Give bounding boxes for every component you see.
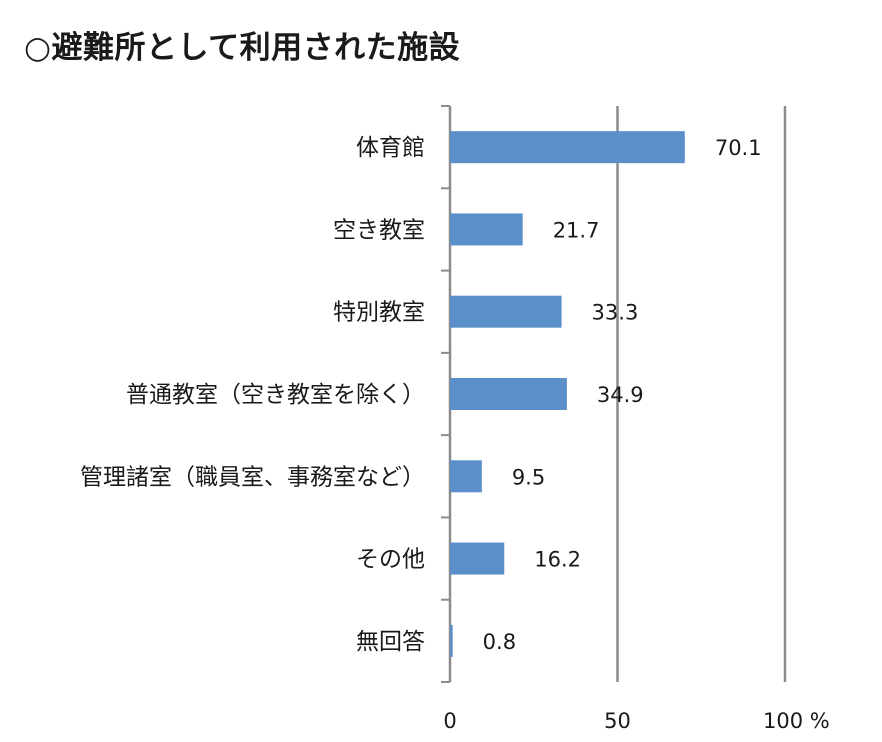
bar <box>450 213 523 246</box>
bar <box>450 542 505 575</box>
bar <box>450 460 482 493</box>
data-label: 0.8 <box>483 630 516 654</box>
x-tick-label: 100 % <box>763 709 830 733</box>
bar <box>450 378 567 410</box>
category-label: その他 <box>356 547 425 573</box>
category-label: 特別教室 <box>333 300 425 326</box>
data-label: 21.7 <box>553 218 600 242</box>
data-label: 70.1 <box>715 136 762 160</box>
data-label: 16.2 <box>534 548 581 572</box>
chart-title: ○避難所として利用された施設 <box>24 30 461 66</box>
x-tick-label: 50 <box>604 709 631 733</box>
category-label: 普通教室（空き教室を除く） <box>126 382 425 408</box>
data-label: 9.5 <box>512 465 545 489</box>
x-tick-label: 0 <box>443 709 456 733</box>
category-label: 管理諸室（職員室、事務室など） <box>80 464 425 490</box>
bar <box>450 131 685 164</box>
bar <box>450 624 453 657</box>
data-label: 34.9 <box>597 383 644 407</box>
data-label: 33.3 <box>592 301 639 325</box>
category-label: 空き教室 <box>333 217 425 243</box>
category-label: 無回答 <box>356 629 425 655</box>
bar <box>450 295 562 328</box>
category-label: 体育館 <box>356 135 425 161</box>
